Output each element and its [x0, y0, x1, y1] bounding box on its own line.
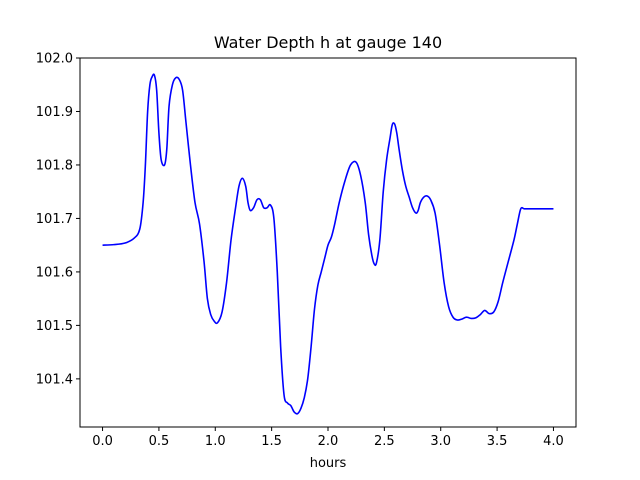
- series-layer: [102, 73, 554, 415]
- chart-title: Water Depth h at gauge 140: [214, 33, 442, 52]
- x-tick-label: 0.0: [92, 434, 113, 449]
- series-line-0: [102, 73, 554, 415]
- x-tick-label: 1.5: [261, 434, 282, 449]
- y-tick-label: 101.7: [36, 212, 73, 227]
- x-tick-label: 2.0: [318, 434, 339, 449]
- y-tick-label: 102.0: [36, 52, 73, 67]
- x-tick-label: 1.0: [205, 434, 226, 449]
- y-tick-label: 101.4: [36, 372, 73, 387]
- x-tick-label: 4.0: [543, 434, 564, 449]
- x-tick-label: 3.5: [487, 434, 508, 449]
- x-tick-label: 3.0: [430, 434, 451, 449]
- x-tick-label: 0.5: [149, 434, 170, 449]
- y-tick-label: 101.5: [36, 319, 73, 334]
- y-tick-label: 101.6: [36, 265, 73, 280]
- x-axis: 0.0 0.5 1.0 1.5 2.0 2.5 3.0 3.5 4.0: [92, 427, 564, 449]
- x-axis-label: hours: [310, 456, 347, 471]
- y-tick-label: 101.8: [36, 158, 73, 173]
- y-tick-label: 101.9: [36, 105, 73, 120]
- y-axis: 101.4 101.5 101.6 101.7 101.8 101.9 102.0: [36, 52, 80, 387]
- x-tick-label: 2.5: [374, 434, 395, 449]
